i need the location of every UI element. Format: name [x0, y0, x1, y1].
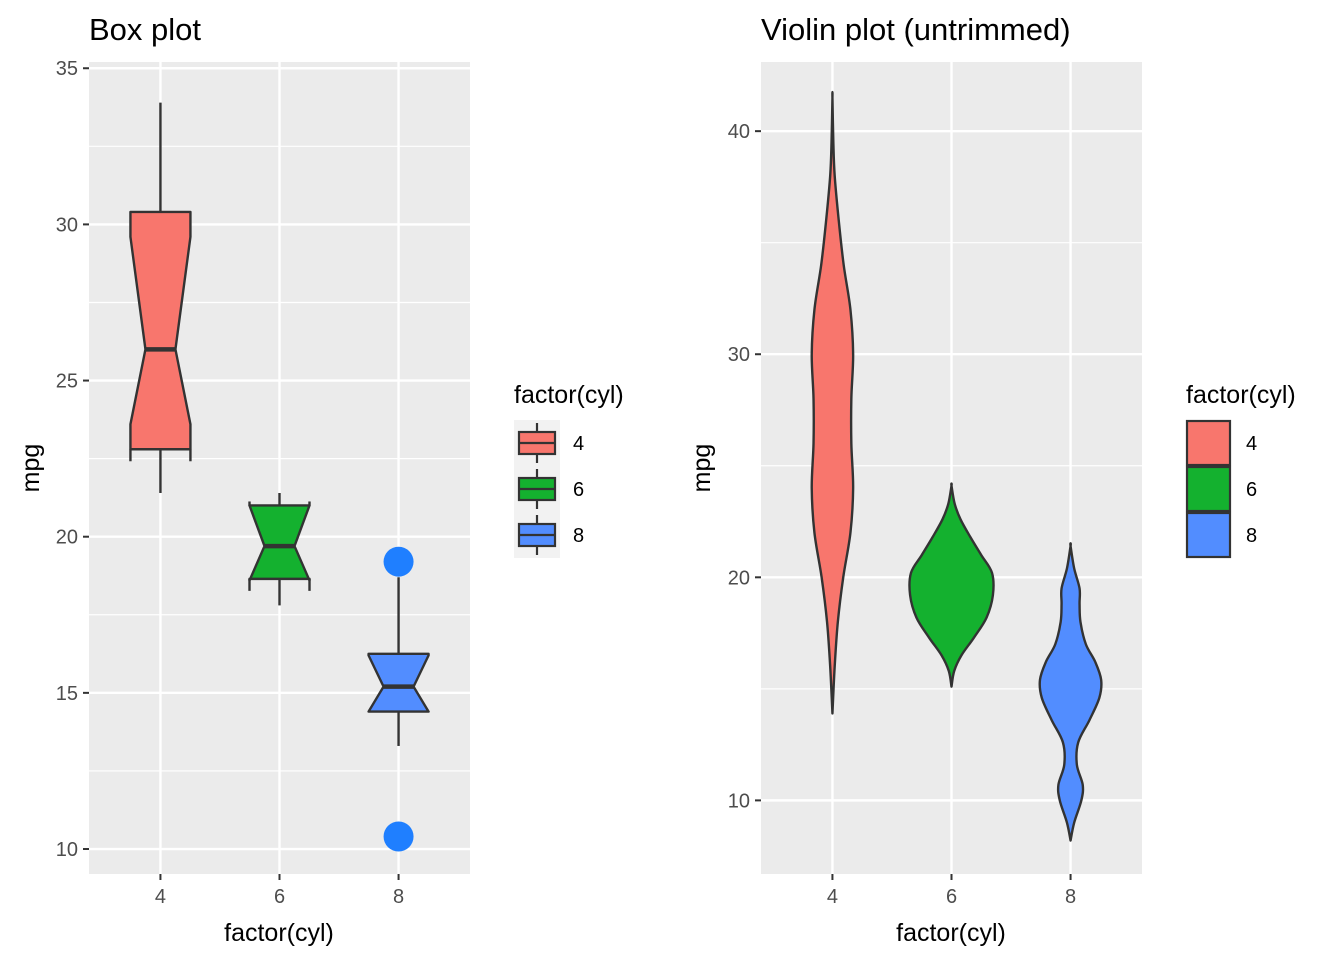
box-plot-y-label: mpg	[17, 444, 45, 493]
x-tick-label: 8	[393, 886, 404, 908]
violin-plot-y-label: mpg	[688, 444, 716, 493]
y-tick-label: 20	[728, 567, 750, 589]
y-tick-label: 40	[728, 121, 750, 143]
legend-key-4: 4	[514, 420, 584, 466]
x-tick-label: 4	[155, 886, 166, 908]
y-tick-label: 30	[56, 214, 78, 236]
box-4	[129, 102, 192, 493]
box-plot-legend: factor(cyl) 4 6 8	[514, 381, 624, 558]
violin-plot-title: Violin plot (untrimmed)	[761, 12, 1071, 47]
violin-plot-x-label: factor(cyl)	[896, 919, 1006, 947]
legend-label: 8	[1246, 525, 1257, 547]
violin-6	[908, 482, 995, 688]
x-tick-label: 6	[274, 886, 285, 908]
legend-label: 4	[573, 433, 584, 455]
legend-swatch	[1185, 419, 1232, 467]
y-tick-label: 15	[56, 683, 78, 705]
legend-label: 4	[1246, 433, 1257, 455]
x-tick-label: 8	[1065, 886, 1076, 908]
box-plot-y-axis: 10 15 20 25 30 35	[56, 58, 89, 861]
y-tick-label: 10	[728, 790, 750, 812]
violin-4	[810, 90, 855, 715]
y-tick-label: 30	[728, 344, 750, 366]
legend-key-6: 6	[1185, 465, 1257, 513]
y-tick-label: 25	[56, 371, 78, 393]
violin-plot-panel: Violin plot (untrimmed) 10 20 30 40 4 6 8 fac…	[688, 12, 1296, 947]
y-tick-label: 10	[56, 839, 78, 861]
box-plot-title: Box plot	[89, 12, 201, 47]
box-plot-x-axis: 4 6 8	[155, 874, 404, 908]
outlier-point	[383, 546, 414, 577]
box-plot-x-label: factor(cyl)	[224, 919, 334, 947]
violin-plot-y-axis: 10 20 30 40	[728, 121, 761, 812]
violin-plot-x-axis: 4 6 8	[827, 874, 1076, 908]
notched-box	[367, 652, 430, 713]
violin-8	[1038, 542, 1103, 842]
violin-plot-legend: factor(cyl) 4 6 8	[1185, 381, 1296, 559]
legend-key-8: 8	[514, 512, 584, 558]
legend-key-4: 4	[1185, 419, 1257, 467]
outlier-point	[383, 821, 414, 852]
legend-key-6: 6	[514, 466, 584, 512]
x-tick-label: 4	[827, 886, 838, 908]
box-plot-marks	[129, 102, 430, 852]
violin-plot-legend-title: factor(cyl)	[1186, 381, 1296, 409]
legend-label: 6	[1246, 479, 1257, 501]
box-plot-legend-title: factor(cyl)	[514, 381, 624, 409]
box-6	[248, 492, 311, 606]
legend-label: 8	[573, 525, 584, 547]
legend-key-8: 8	[1185, 511, 1257, 559]
x-tick-label: 6	[946, 886, 957, 908]
legend-label: 6	[573, 479, 584, 501]
y-tick-label: 20	[56, 527, 78, 549]
y-tick-label: 35	[56, 58, 78, 80]
legend-swatch	[1185, 511, 1232, 559]
violin-plot-marks	[810, 90, 1103, 842]
legend-swatch	[1185, 465, 1232, 513]
box-plot-panel: Box plot 10 15 20 25 30 35 4 6 8 factor(cyl) mp…	[17, 12, 624, 947]
box-8	[367, 546, 430, 852]
